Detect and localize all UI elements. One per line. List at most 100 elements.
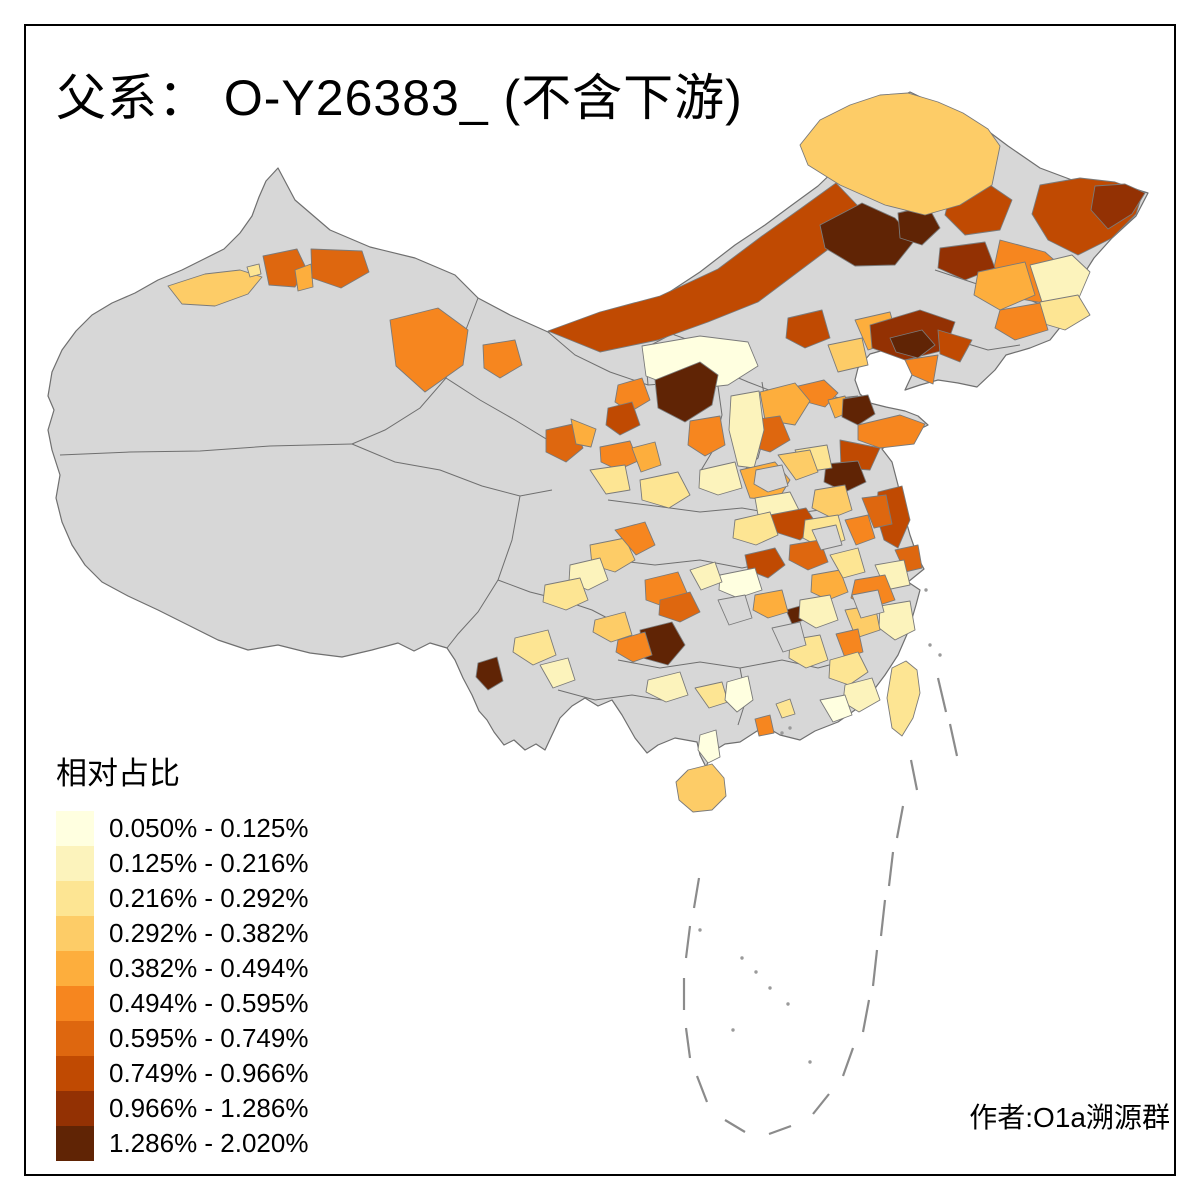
- map-region: [167, 269, 263, 307]
- sea-boundary-dash: [861, 999, 871, 1033]
- map-region: [605, 401, 641, 436]
- map-region: [799, 92, 1001, 216]
- map-region: [614, 521, 656, 556]
- sea-boundary-dash: [684, 925, 692, 959]
- legend-swatch: [56, 1091, 94, 1126]
- legend-swatch: [56, 1021, 94, 1056]
- map-region: [973, 261, 1036, 311]
- province-border: [59, 443, 353, 456]
- map-region: [753, 464, 789, 493]
- legend-item: 0.216% - 0.292%: [56, 881, 308, 916]
- map-region: [482, 339, 523, 379]
- legend-label: 0.494% - 0.595%: [109, 988, 309, 1018]
- legend-item: 0.125% - 0.216%: [56, 846, 308, 881]
- map-region: [615, 631, 653, 663]
- legend-title: 相对占比: [56, 756, 180, 791]
- map-region: [841, 394, 876, 426]
- sea-boundary-dash: [948, 723, 959, 757]
- map-region: [775, 698, 796, 719]
- map-region: [389, 307, 469, 393]
- legend-label: 0.216% - 0.292%: [109, 883, 309, 913]
- sea-boundary-dash: [768, 1124, 792, 1136]
- legend: 相对占比 0.050% - 0.125% 0.125% - 0.216% 0.216…: [56, 748, 308, 1161]
- map-region: [823, 460, 867, 493]
- map-region: [654, 361, 719, 423]
- legend-item: 1.286% - 2.020%: [56, 1126, 308, 1161]
- map-region: [811, 484, 853, 519]
- island-speck: [938, 653, 942, 657]
- legend-swatch: [56, 916, 94, 951]
- map-region: [592, 611, 633, 643]
- island-speck: [788, 726, 792, 730]
- sea-boundary-dash: [724, 1119, 746, 1133]
- map-region: [829, 547, 866, 579]
- map-region: [724, 675, 754, 713]
- map-region: [811, 524, 843, 551]
- legend-label: 1.286% - 2.020%: [109, 1128, 309, 1158]
- sea-boundary-dash: [812, 1093, 830, 1115]
- map-region: [828, 651, 869, 686]
- map-region: [675, 763, 727, 813]
- legend-item: 0.382% - 0.494%: [56, 951, 308, 986]
- map-region: [788, 539, 829, 571]
- map-region: [732, 511, 779, 546]
- map-region: [752, 589, 789, 619]
- map-region: [599, 440, 639, 471]
- map-region: [827, 337, 869, 373]
- map-region: [542, 577, 589, 611]
- legend-swatch: [56, 846, 94, 881]
- legend-item: 0.966% - 1.286%: [56, 1091, 308, 1126]
- map-region: [798, 594, 839, 629]
- map-region: [994, 302, 1049, 341]
- map-region: [698, 461, 743, 496]
- map-region: [631, 441, 662, 473]
- map-region: [886, 660, 921, 737]
- map-region: [645, 671, 689, 703]
- legend-item: 0.494% - 0.595%: [56, 986, 308, 1021]
- island-speck: [768, 986, 772, 990]
- author-credit: 作者:O1a溯源群: [969, 1102, 1170, 1133]
- sea-boundary-dash: [887, 851, 895, 887]
- legend-swatch: [56, 811, 94, 846]
- map-region: [1029, 254, 1091, 303]
- map-region: [785, 309, 831, 349]
- legend-swatch: [56, 986, 94, 1021]
- map-region: [1090, 183, 1146, 230]
- sea-boundary-dash: [841, 1047, 855, 1077]
- map-region: [857, 414, 926, 449]
- island-speck: [780, 731, 784, 735]
- legend-item: 0.749% - 0.966%: [56, 1056, 308, 1091]
- map-region: [512, 629, 557, 666]
- sea-boundary-dash: [695, 1075, 709, 1103]
- map-region: [851, 589, 885, 619]
- province-border: [351, 443, 553, 497]
- map-region: [861, 494, 893, 529]
- island-speck: [786, 1002, 790, 1006]
- island-speck: [928, 643, 932, 647]
- map-region: [844, 514, 876, 546]
- map-region: [689, 561, 723, 591]
- map-region: [294, 263, 314, 292]
- sea-boundary-dash: [684, 1027, 692, 1059]
- legend-item: 0.595% - 0.749%: [56, 1021, 308, 1056]
- island-speck: [808, 1060, 812, 1064]
- island-speck: [740, 956, 744, 960]
- legend-swatch: [56, 1126, 94, 1161]
- sea-boundary-dash: [692, 877, 701, 909]
- map-region: [759, 382, 811, 426]
- legend-label: 0.125% - 0.216%: [109, 848, 309, 878]
- province-border: [557, 689, 663, 701]
- map-region: [246, 263, 262, 278]
- map-region: [687, 415, 726, 457]
- map-region: [937, 329, 973, 363]
- legend-label: 0.966% - 1.286%: [109, 1093, 309, 1123]
- map-region: [718, 567, 763, 599]
- legend-item: 0.292% - 0.382%: [56, 916, 308, 951]
- map-region: [771, 621, 807, 653]
- legend-label: 0.292% - 0.382%: [109, 918, 309, 948]
- map-region: [835, 628, 864, 659]
- legend-swatch: [56, 881, 94, 916]
- legend-label: 0.382% - 0.494%: [109, 953, 309, 983]
- map-region: [889, 329, 936, 359]
